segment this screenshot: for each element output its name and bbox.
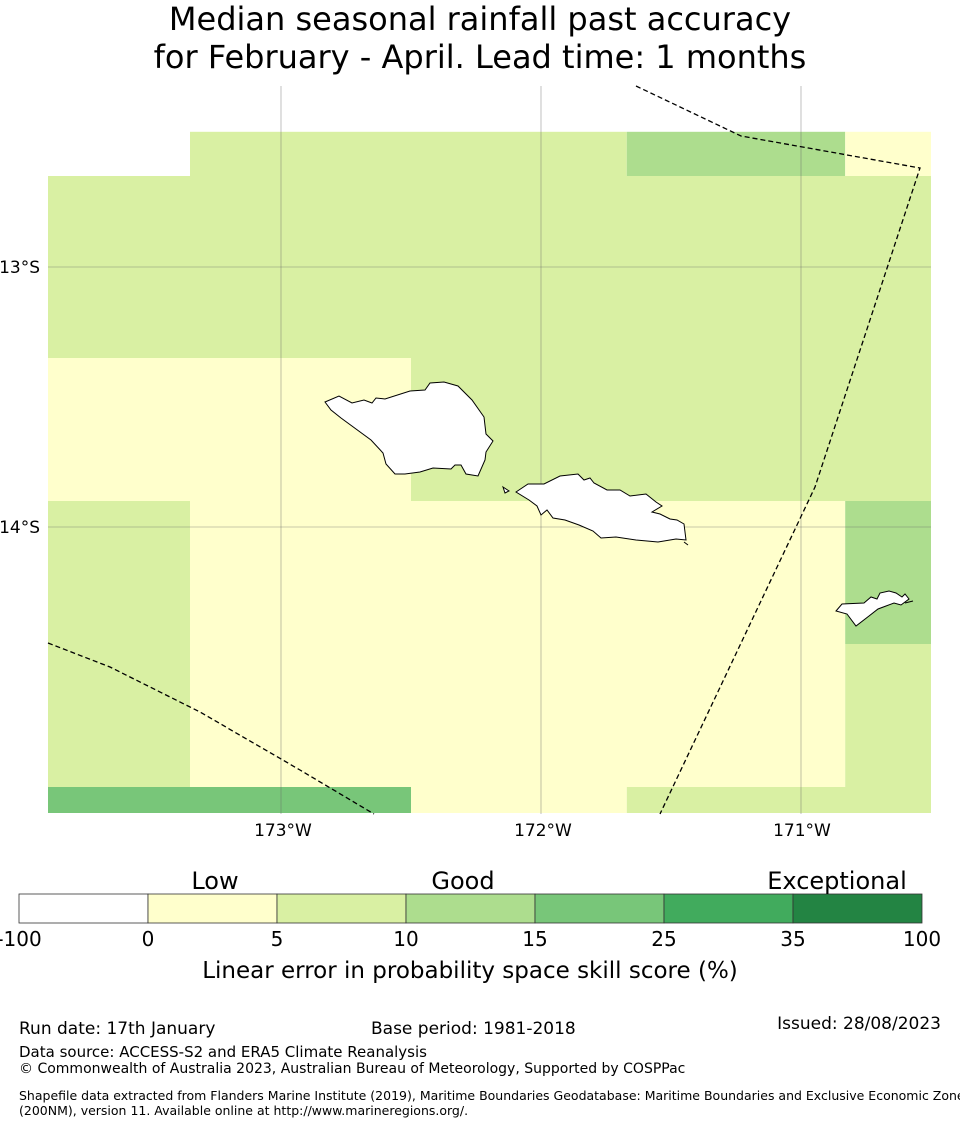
grid-cell: [190, 131, 627, 176]
issued-date: Issued: 28/08/2023: [777, 1014, 941, 1034]
grid-cell: [626, 131, 846, 176]
skill-grid: [48, 131, 931, 813]
title-line-2: for February - April. Lead time: 1 month…: [153, 38, 807, 76]
grid-cell: [48, 358, 411, 501]
colorbar-tick-label: -100: [0, 927, 42, 951]
colorbar-segment: [147, 893, 278, 924]
grid-cell: [626, 787, 931, 813]
tutuila-east-islet: [904, 600, 914, 604]
upolu-island: [515, 473, 687, 543]
colorbar-segment: [792, 893, 923, 924]
maritime-boundaries: [47, 85, 921, 815]
eez-boundary-north: [635, 85, 921, 815]
lon-label-171w: 171°W: [773, 821, 831, 841]
grid-cell: [411, 358, 931, 501]
map-title: Median seasonal rainfall past accuracy f…: [0, 0, 960, 76]
colorbar-segment: [534, 893, 665, 924]
savaii-island: [324, 381, 494, 477]
lat-label-14s: 14°S: [0, 518, 40, 538]
data-source: Data source: ACCESS-S2 and ERA5 Climate …: [19, 1043, 427, 1061]
colorbar-tick-label: 10: [393, 927, 418, 951]
colorbar-segment: [405, 893, 536, 924]
colorbar-ticks: -100 0 5 10 15 25 35 100: [0, 927, 941, 951]
category-exceptional: Exceptional: [767, 867, 907, 895]
colorbar-tick-label: 5: [271, 927, 284, 951]
grid-cell: [411, 787, 627, 813]
lat-label-13s: 13°S: [0, 258, 40, 278]
tutuila-island: [835, 590, 910, 627]
shapefile-credit-line-2: (200NM), version 11. Available online at…: [19, 1103, 469, 1118]
colorbar-tick-label: 100: [903, 927, 941, 951]
colorbar-segment: [18, 893, 149, 924]
upolu-tail: [683, 541, 689, 546]
colorbar-tick-label: 15: [522, 927, 547, 951]
shapefile-credit-line-1: Shapefile data extracted from Flanders M…: [19, 1088, 960, 1103]
lon-label-173w: 173°W: [254, 821, 312, 841]
graticule: [48, 86, 931, 814]
copyright: © Commonwealth of Australia 2023, Austra…: [19, 1061, 686, 1077]
coastlines: [324, 381, 914, 627]
grid-cell: [48, 131, 190, 176]
colorbar-tick-label: 0: [142, 927, 155, 951]
grid-cell: [48, 501, 190, 787]
colorbar-tick-label: 35: [780, 927, 805, 951]
eez-boundary-southwest: [47, 642, 375, 815]
lon-label-172w: 172°W: [514, 821, 572, 841]
grid-cell: [845, 131, 931, 176]
run-date: Run date: 17th January: [19, 1019, 216, 1039]
base-period: Base period: 1981-2018: [371, 1019, 576, 1039]
grid-cell: [190, 501, 846, 787]
category-good: Good: [431, 867, 494, 895]
manono-apolima-islet: [502, 485, 510, 494]
grid-cell: [845, 644, 931, 787]
colorbar-segment: [276, 893, 407, 924]
category-low: Low: [191, 867, 238, 895]
colorbar: [18, 893, 923, 924]
colorbar-title: Linear error in probability space skill …: [202, 958, 738, 984]
title-line-1: Median seasonal rainfall past accuracy: [168, 0, 792, 38]
grid-cell: [48, 787, 411, 813]
colorbar-tick-label: 25: [651, 927, 676, 951]
colorbar-segment: [663, 893, 794, 924]
